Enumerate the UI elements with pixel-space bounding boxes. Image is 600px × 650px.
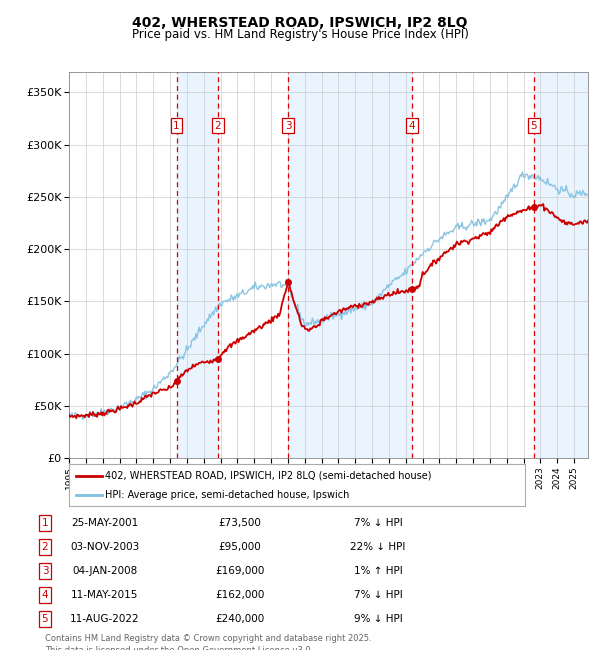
Text: 4: 4 (409, 121, 415, 131)
Text: 22% ↓ HPI: 22% ↓ HPI (350, 542, 406, 552)
Text: 11-AUG-2022: 11-AUG-2022 (70, 614, 140, 624)
Text: 7% ↓ HPI: 7% ↓ HPI (353, 518, 403, 528)
Text: 5: 5 (530, 121, 537, 131)
Text: 402, WHERSTEAD ROAD, IPSWICH, IP2 8LQ (semi-detached house): 402, WHERSTEAD ROAD, IPSWICH, IP2 8LQ (s… (105, 471, 431, 481)
Text: Price paid vs. HM Land Registry's House Price Index (HPI): Price paid vs. HM Land Registry's House … (131, 28, 469, 41)
Text: 2: 2 (215, 121, 221, 131)
Text: 04-JAN-2008: 04-JAN-2008 (73, 566, 137, 576)
Bar (288, 72, 412, 458)
Text: £169,000: £169,000 (215, 566, 265, 576)
Text: £162,000: £162,000 (215, 590, 265, 600)
Text: 9% ↓ HPI: 9% ↓ HPI (353, 614, 403, 624)
Text: 25-MAY-2001: 25-MAY-2001 (71, 518, 139, 528)
Text: 11-MAY-2015: 11-MAY-2015 (71, 590, 139, 600)
Text: 3: 3 (285, 121, 292, 131)
Text: 402, WHERSTEAD ROAD, IPSWICH, IP2 8LQ: 402, WHERSTEAD ROAD, IPSWICH, IP2 8LQ (132, 16, 468, 30)
Bar (176, 72, 218, 458)
Text: HPI: Average price, semi-detached house, Ipswich: HPI: Average price, semi-detached house,… (105, 490, 349, 501)
Text: Contains HM Land Registry data © Crown copyright and database right 2025.
This d: Contains HM Land Registry data © Crown c… (45, 634, 371, 650)
Text: £95,000: £95,000 (218, 542, 262, 552)
Text: £73,500: £73,500 (218, 518, 262, 528)
Text: 3: 3 (41, 566, 49, 576)
Bar (534, 72, 588, 458)
Text: £240,000: £240,000 (215, 614, 265, 624)
Text: 2: 2 (41, 542, 49, 552)
Text: 03-NOV-2003: 03-NOV-2003 (70, 542, 140, 552)
Text: 1: 1 (41, 518, 49, 528)
Text: 1: 1 (173, 121, 180, 131)
Text: 4: 4 (41, 590, 49, 600)
Text: 5: 5 (41, 614, 49, 624)
Text: 7% ↓ HPI: 7% ↓ HPI (353, 590, 403, 600)
Text: 1% ↑ HPI: 1% ↑ HPI (353, 566, 403, 576)
